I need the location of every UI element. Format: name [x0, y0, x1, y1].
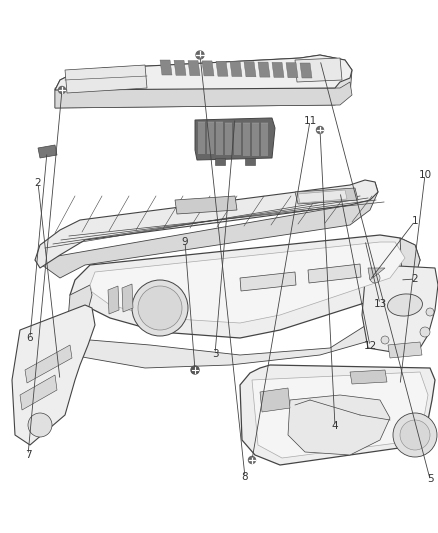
Text: 4: 4	[332, 421, 338, 431]
Polygon shape	[298, 190, 347, 203]
Polygon shape	[202, 61, 214, 76]
Polygon shape	[300, 63, 312, 78]
Polygon shape	[252, 372, 428, 458]
Polygon shape	[175, 196, 237, 214]
Polygon shape	[207, 122, 214, 154]
Polygon shape	[258, 62, 270, 77]
Polygon shape	[225, 123, 232, 155]
Polygon shape	[240, 365, 435, 465]
Text: 11: 11	[304, 116, 317, 126]
Text: 1: 1	[412, 216, 418, 226]
Polygon shape	[288, 395, 390, 455]
Circle shape	[132, 280, 188, 336]
Polygon shape	[350, 370, 387, 384]
Polygon shape	[240, 272, 296, 291]
Polygon shape	[55, 82, 352, 108]
Circle shape	[191, 366, 199, 374]
Polygon shape	[188, 61, 200, 76]
Polygon shape	[198, 122, 205, 154]
Text: 10: 10	[418, 170, 431, 180]
Polygon shape	[286, 63, 298, 78]
Polygon shape	[65, 65, 147, 93]
Circle shape	[420, 327, 430, 337]
Text: 13: 13	[373, 299, 387, 309]
Polygon shape	[90, 242, 405, 323]
Circle shape	[138, 286, 182, 330]
Polygon shape	[25, 345, 72, 383]
Polygon shape	[243, 123, 250, 156]
Polygon shape	[272, 62, 284, 77]
Polygon shape	[261, 124, 268, 156]
Polygon shape	[216, 123, 223, 155]
Polygon shape	[160, 60, 172, 75]
Text: 5: 5	[427, 474, 433, 484]
Polygon shape	[244, 62, 256, 77]
Polygon shape	[108, 286, 119, 314]
Circle shape	[28, 413, 52, 437]
Polygon shape	[400, 238, 420, 290]
Polygon shape	[295, 188, 358, 204]
Polygon shape	[368, 268, 385, 280]
Polygon shape	[35, 182, 378, 278]
Text: 6: 6	[27, 333, 33, 343]
Polygon shape	[362, 265, 438, 355]
Polygon shape	[245, 158, 255, 165]
Polygon shape	[35, 180, 378, 268]
Polygon shape	[38, 145, 57, 158]
Circle shape	[400, 420, 430, 450]
Polygon shape	[174, 60, 186, 75]
Polygon shape	[308, 264, 361, 283]
Polygon shape	[195, 118, 275, 160]
Text: 7: 7	[25, 450, 31, 460]
Circle shape	[381, 336, 389, 344]
Circle shape	[370, 273, 380, 283]
Circle shape	[426, 308, 434, 316]
Polygon shape	[234, 123, 241, 155]
Polygon shape	[55, 55, 352, 90]
Polygon shape	[122, 284, 133, 312]
Polygon shape	[70, 295, 415, 368]
Ellipse shape	[388, 294, 423, 316]
Polygon shape	[55, 55, 352, 108]
Polygon shape	[70, 235, 420, 338]
Circle shape	[393, 413, 437, 457]
Text: 2: 2	[35, 178, 41, 188]
Circle shape	[317, 126, 324, 133]
Polygon shape	[68, 285, 92, 350]
Polygon shape	[215, 158, 225, 165]
Text: 12: 12	[364, 341, 377, 351]
Polygon shape	[388, 342, 422, 358]
Polygon shape	[20, 375, 57, 410]
Polygon shape	[260, 388, 290, 412]
Polygon shape	[295, 58, 342, 82]
Text: 2: 2	[412, 274, 418, 284]
Polygon shape	[216, 61, 228, 76]
Circle shape	[59, 86, 66, 93]
Circle shape	[248, 456, 255, 464]
Circle shape	[196, 51, 204, 59]
Text: 8: 8	[242, 472, 248, 482]
Polygon shape	[230, 61, 242, 77]
Polygon shape	[12, 305, 95, 445]
Text: 3: 3	[212, 349, 218, 359]
Polygon shape	[252, 123, 259, 156]
Text: 9: 9	[182, 237, 188, 247]
